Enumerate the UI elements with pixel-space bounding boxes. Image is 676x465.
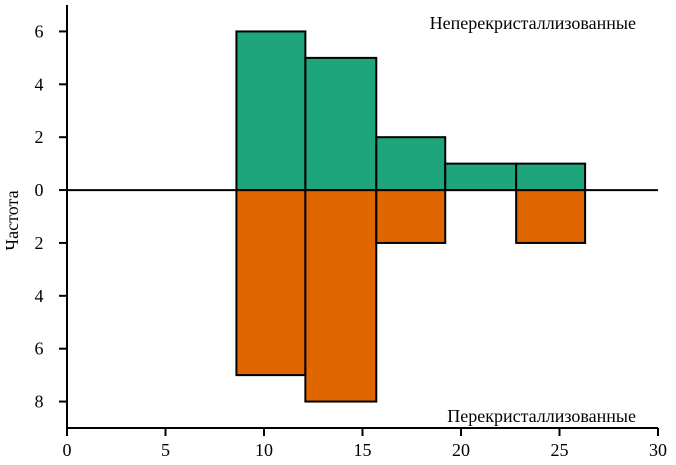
y-tick-label--4: 4	[35, 286, 44, 306]
bars-layer	[235, 30, 587, 403]
y-tick-label-6: 6	[35, 21, 44, 41]
bar-up-3	[444, 162, 518, 192]
y-tick-label-4: 4	[35, 74, 44, 94]
x-tick-label-5: 5	[161, 440, 170, 460]
bar-up-0	[235, 30, 307, 192]
x-tick-label-0: 0	[63, 440, 72, 460]
x-tick-label-30: 30	[649, 440, 667, 460]
bar-up-4	[515, 162, 587, 192]
bar-down-0	[235, 189, 307, 377]
x-tick-label-20: 20	[452, 440, 470, 460]
y-axis-label: Частота	[2, 190, 22, 250]
x-tick-label-10: 10	[255, 440, 273, 460]
bar-up-1	[304, 56, 378, 192]
x-tick-label-25: 25	[551, 440, 569, 460]
y-tick-label-2: 2	[35, 127, 44, 147]
legend-label-unrecrystallized: Неперекристаллизованные	[430, 13, 636, 33]
legend-label-recrystallized: Перекристаллизованные	[447, 406, 636, 426]
y-tick-label-0: 0	[35, 180, 44, 200]
y-tick-label--2: 2	[35, 233, 44, 253]
bar-up-2	[375, 136, 447, 192]
x-tick-label-15: 15	[354, 440, 372, 460]
bar-down-2	[375, 189, 447, 244]
bar-down-4	[515, 189, 587, 244]
y-tick-label--6: 6	[35, 339, 44, 359]
y-tick-label--8: 8	[35, 392, 44, 412]
bar-down-1	[304, 189, 378, 403]
